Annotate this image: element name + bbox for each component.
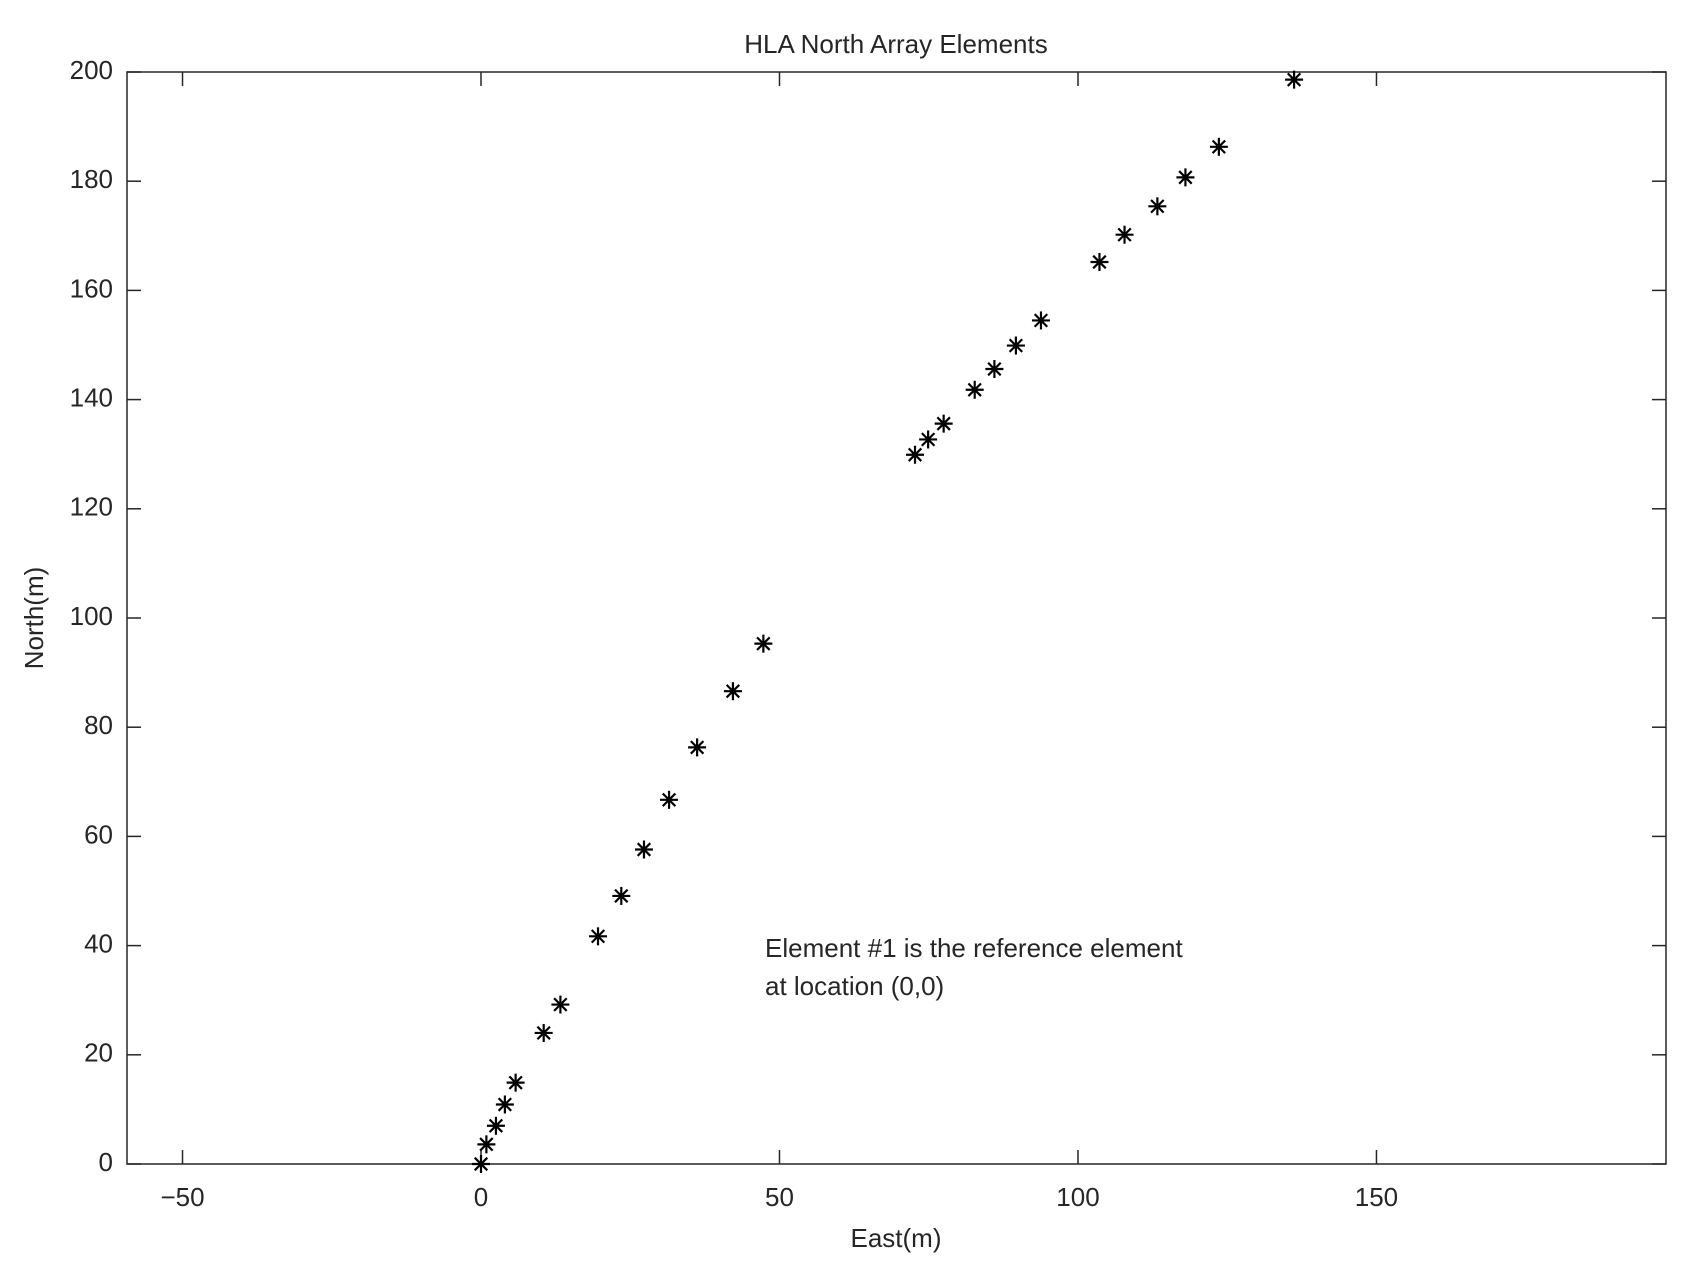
marker-stroke	[1287, 72, 1302, 87]
y-tick-label: 80	[84, 710, 113, 740]
y-tick-label: 200	[70, 55, 113, 85]
marker-stroke	[479, 1137, 494, 1152]
x-tick-label: 150	[1355, 1182, 1398, 1212]
marker-stroke	[590, 929, 606, 944]
marker	[477, 1135, 496, 1154]
marker-stroke	[508, 1075, 523, 1090]
x-tick-label: −50	[160, 1182, 204, 1212]
marker	[965, 380, 984, 399]
y-tick-label: 180	[70, 164, 113, 194]
marker	[634, 840, 653, 859]
marker-stroke	[661, 792, 677, 807]
marker-stroke	[1117, 227, 1132, 242]
x-tick-label: 100	[1056, 1182, 1099, 1212]
annotation: Element #1 is the reference element	[765, 933, 1183, 963]
marker	[919, 430, 938, 449]
marker-stroke	[921, 432, 936, 447]
marker	[1031, 311, 1050, 330]
marker-stroke	[690, 740, 705, 755]
marker	[1285, 70, 1304, 89]
x-tick-label: 50	[765, 1182, 794, 1212]
marker-stroke	[1092, 254, 1107, 270]
y-tick-label: 60	[84, 819, 113, 849]
x-axis-label: East(m)	[851, 1223, 942, 1253]
marker-stroke	[497, 1097, 512, 1112]
marker	[506, 1073, 525, 1092]
marker	[1090, 253, 1109, 272]
marker-stroke	[1211, 139, 1226, 154]
marker	[1006, 336, 1025, 355]
x-tick-label: 0	[474, 1182, 488, 1212]
marker	[495, 1095, 514, 1114]
marker-stroke	[987, 361, 1002, 377]
marker	[472, 1155, 491, 1173]
marker	[1176, 168, 1195, 187]
marker	[754, 634, 773, 653]
y-tick-label: 100	[70, 601, 113, 631]
marker	[589, 927, 608, 946]
marker	[723, 682, 742, 701]
y-tick-label: 120	[70, 492, 113, 522]
marker	[486, 1116, 505, 1135]
annotation: at location (0,0)	[765, 971, 944, 1001]
marker	[1209, 137, 1228, 156]
y-tick-label: 140	[70, 382, 113, 412]
chart-title: HLA North Array Elements	[744, 29, 1047, 59]
marker-stroke	[636, 842, 652, 857]
marker-stroke	[1008, 338, 1023, 353]
marker-stroke	[907, 447, 923, 462]
marker-stroke	[488, 1118, 504, 1133]
marker-stroke	[473, 1156, 489, 1172]
marker	[985, 360, 1004, 379]
marker	[612, 886, 631, 905]
marker	[934, 414, 953, 433]
marker-stroke	[1178, 170, 1193, 185]
marker	[1115, 225, 1134, 244]
marker	[906, 445, 925, 464]
y-axis-label: North(m)	[19, 567, 49, 670]
marker	[1148, 197, 1167, 216]
marker-stroke	[614, 888, 629, 903]
y-tick-label: 40	[84, 928, 113, 958]
marker-stroke	[756, 636, 771, 651]
marker-stroke	[1150, 199, 1165, 214]
marker-stroke	[936, 416, 951, 431]
marker-stroke	[967, 382, 982, 397]
marker-stroke	[536, 1025, 551, 1041]
marker	[534, 1023, 553, 1042]
marker-stroke	[725, 684, 741, 699]
marker	[660, 790, 679, 809]
y-tick-label: 160	[70, 273, 113, 303]
marker-stroke	[553, 997, 568, 1012]
marker	[688, 738, 707, 757]
y-tick-label: 0	[99, 1147, 113, 1177]
marker	[551, 995, 570, 1014]
marker-stroke	[1033, 313, 1049, 328]
y-tick-label: 20	[84, 1038, 113, 1068]
